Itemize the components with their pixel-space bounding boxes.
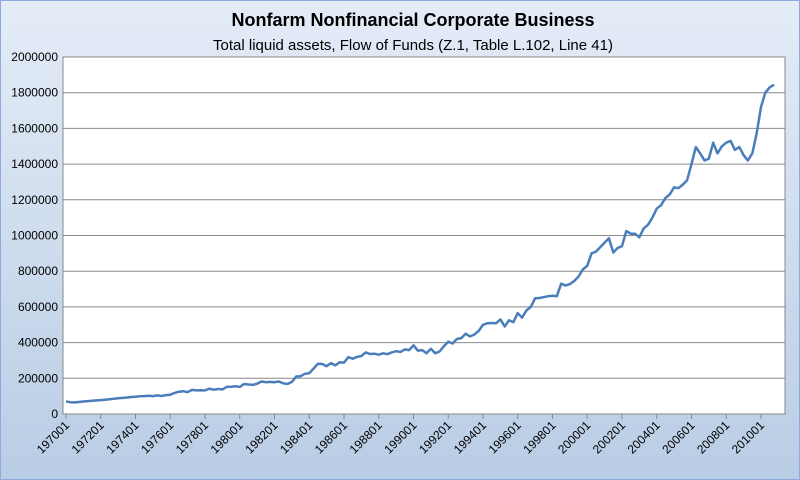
data-line	[65, 83, 775, 404]
y-tick-label: 600000	[18, 300, 58, 314]
y-tick-label: 0	[51, 407, 58, 421]
y-tick-label: 1600000	[11, 121, 58, 135]
chart-title: Nonfarm Nonfinancial Corporate Business	[231, 10, 594, 30]
y-tick-label: 1200000	[11, 193, 58, 207]
y-tick-label: 200000	[18, 371, 58, 385]
y-tick-label: 800000	[18, 264, 58, 278]
y-tick-label: 1800000	[11, 86, 58, 100]
y-tick-label: 1400000	[11, 157, 58, 171]
chart-subtitle: Total liquid assets, Flow of Funds (Z.1,…	[213, 37, 613, 54]
y-tick-label: 2000000	[11, 50, 58, 64]
y-tick-label: 1000000	[11, 229, 58, 243]
y-tick-label: 400000	[18, 336, 58, 350]
